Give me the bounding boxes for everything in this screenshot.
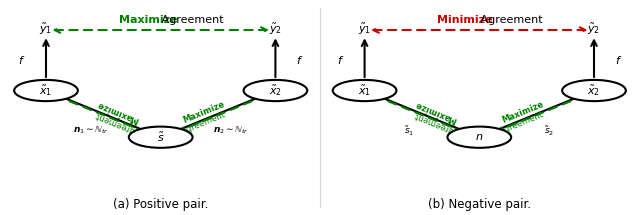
Text: $f$: $f$	[296, 54, 303, 66]
Text: $\tilde{s}_1$: $\tilde{s}_1$	[404, 124, 414, 138]
Text: $\tilde{x}_1$: $\tilde{x}_1$	[358, 83, 371, 98]
Text: $\tilde{y}_2$: $\tilde{y}_2$	[269, 22, 282, 37]
Text: Agreement: Agreement	[499, 110, 546, 136]
Text: $\tilde{y}_1$: $\tilde{y}_1$	[358, 22, 371, 37]
Circle shape	[333, 80, 396, 101]
Text: $\tilde{x}_2$: $\tilde{x}_2$	[269, 83, 282, 98]
Text: Maximize: Maximize	[95, 100, 140, 125]
Text: Agreement: Agreement	[180, 110, 227, 136]
Text: $\boldsymbol{n}_1 \sim \mathbb{N}_{tr}$: $\boldsymbol{n}_1 \sim \mathbb{N}_{tr}$	[73, 124, 109, 136]
Text: $f$: $f$	[18, 54, 26, 66]
Circle shape	[129, 127, 193, 148]
Text: Agreement: Agreement	[413, 110, 460, 136]
Text: $\tilde{s}_2$: $\tilde{s}_2$	[544, 124, 554, 138]
Text: $f$: $f$	[337, 54, 344, 66]
Text: Agreement: Agreement	[94, 110, 141, 136]
Circle shape	[447, 127, 511, 148]
Text: Maximize: Maximize	[119, 15, 177, 26]
Text: Minimize: Minimize	[437, 15, 493, 26]
Text: Maximize: Maximize	[500, 100, 545, 125]
Text: $\tilde{y}_2$: $\tilde{y}_2$	[588, 22, 600, 37]
Text: Maximize: Maximize	[414, 100, 458, 125]
Text: Agreement: Agreement	[158, 15, 223, 26]
Text: Maximize: Maximize	[182, 100, 226, 125]
Text: (a) Positive pair.: (a) Positive pair.	[113, 198, 209, 212]
Circle shape	[244, 80, 307, 101]
Text: $\tilde{y}_1$: $\tilde{y}_1$	[40, 22, 52, 37]
Text: (b) Negative pair.: (b) Negative pair.	[428, 198, 531, 212]
Text: $f$: $f$	[614, 54, 622, 66]
Text: $\tilde{x}_1$: $\tilde{x}_1$	[40, 83, 52, 98]
Circle shape	[562, 80, 626, 101]
Text: $\boldsymbol{n}_2 \sim \mathbb{N}_{tr}$: $\boldsymbol{n}_2 \sim \mathbb{N}_{tr}$	[213, 124, 249, 136]
Text: $\tilde{x}_2$: $\tilde{x}_2$	[588, 83, 600, 98]
Text: $n$: $n$	[475, 132, 483, 142]
Text: Agreement: Agreement	[477, 15, 542, 26]
Circle shape	[14, 80, 78, 101]
Text: $\tilde{s}$: $\tilde{s}$	[157, 131, 164, 144]
